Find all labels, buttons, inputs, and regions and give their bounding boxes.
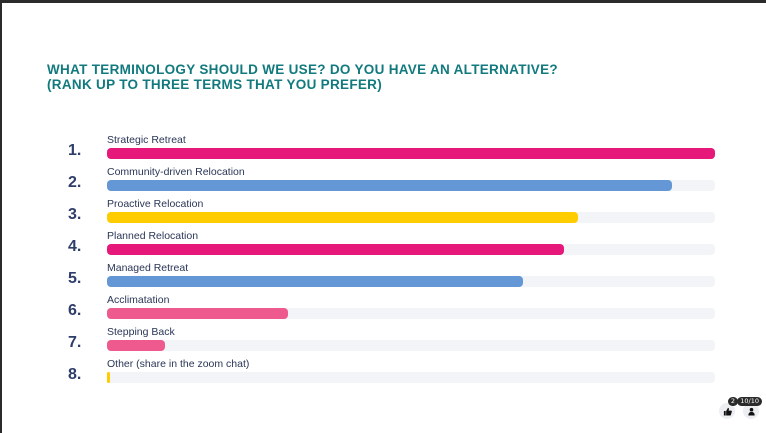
ranking-row: 7. Stepping Back — [0, 326, 766, 358]
result-bar-track — [107, 180, 715, 191]
option-label: Strategic Retreat — [107, 134, 186, 146]
likes-count: 2 — [727, 397, 738, 406]
ranking-row: 4. Planned Relocation — [0, 230, 766, 262]
ranking-row: 2. Community-driven Relocation — [0, 166, 766, 198]
ranking-row: 5. Managed Retreat — [0, 262, 766, 294]
likes-button[interactable]: 2 — [719, 397, 738, 419]
result-bar — [107, 180, 673, 191]
option-label: Proactive Relocation — [107, 198, 204, 210]
result-bar-track — [107, 244, 715, 255]
result-bar — [107, 308, 289, 319]
question-title-line-2: (RANK UP TO THREE TERMS THAT YOU PREFER) — [47, 77, 383, 92]
rank-number: 1. — [68, 142, 82, 159]
thumbs-up-icon — [719, 403, 735, 419]
question-title: WHAT TERMINOLOGY SHOULD WE USE? DO YOU H… — [47, 62, 747, 92]
result-bar-track — [107, 148, 715, 159]
person-icon — [743, 403, 759, 419]
rank-number: 7. — [68, 334, 82, 351]
ranking-row: 6. Acclimatation — [0, 294, 766, 326]
rank-number: 8. — [68, 366, 82, 383]
rank-number: 2. — [68, 174, 82, 191]
question-title-line-1: WHAT TERMINOLOGY SHOULD WE USE? DO YOU H… — [47, 62, 558, 77]
rank-number: 4. — [68, 238, 82, 255]
result-bar — [107, 276, 523, 287]
result-bar — [107, 372, 111, 383]
participants-button[interactable]: 10/10 — [737, 397, 762, 419]
result-bar-track — [107, 308, 715, 319]
ranking-row: 1. Strategic Retreat — [0, 134, 766, 166]
result-bar-track — [107, 276, 715, 287]
rank-number: 5. — [68, 270, 82, 287]
result-bar-track — [107, 212, 715, 223]
option-label: Community-driven Relocation — [107, 166, 245, 178]
ranking-row: 8. Other (share in the zoom chat) — [0, 358, 766, 390]
result-bar — [107, 212, 579, 223]
window-left-border — [0, 0, 2, 433]
result-bar-track — [107, 372, 715, 383]
participants-count: 10/10 — [737, 397, 762, 406]
option-label: Other (share in the zoom chat) — [107, 358, 250, 370]
option-label: Planned Relocation — [107, 230, 199, 242]
rank-number: 6. — [68, 302, 82, 319]
result-bar — [107, 244, 565, 255]
result-bar — [107, 340, 165, 351]
option-label: Stepping Back — [107, 326, 175, 338]
rank-number: 3. — [68, 206, 82, 223]
option-label: Managed Retreat — [107, 262, 189, 274]
result-bar — [107, 148, 715, 159]
window-top-border — [0, 0, 766, 3]
ranking-row: 3. Proactive Relocation — [0, 198, 766, 230]
result-bar-track — [107, 340, 715, 351]
option-label: Acclimatation — [107, 294, 170, 306]
